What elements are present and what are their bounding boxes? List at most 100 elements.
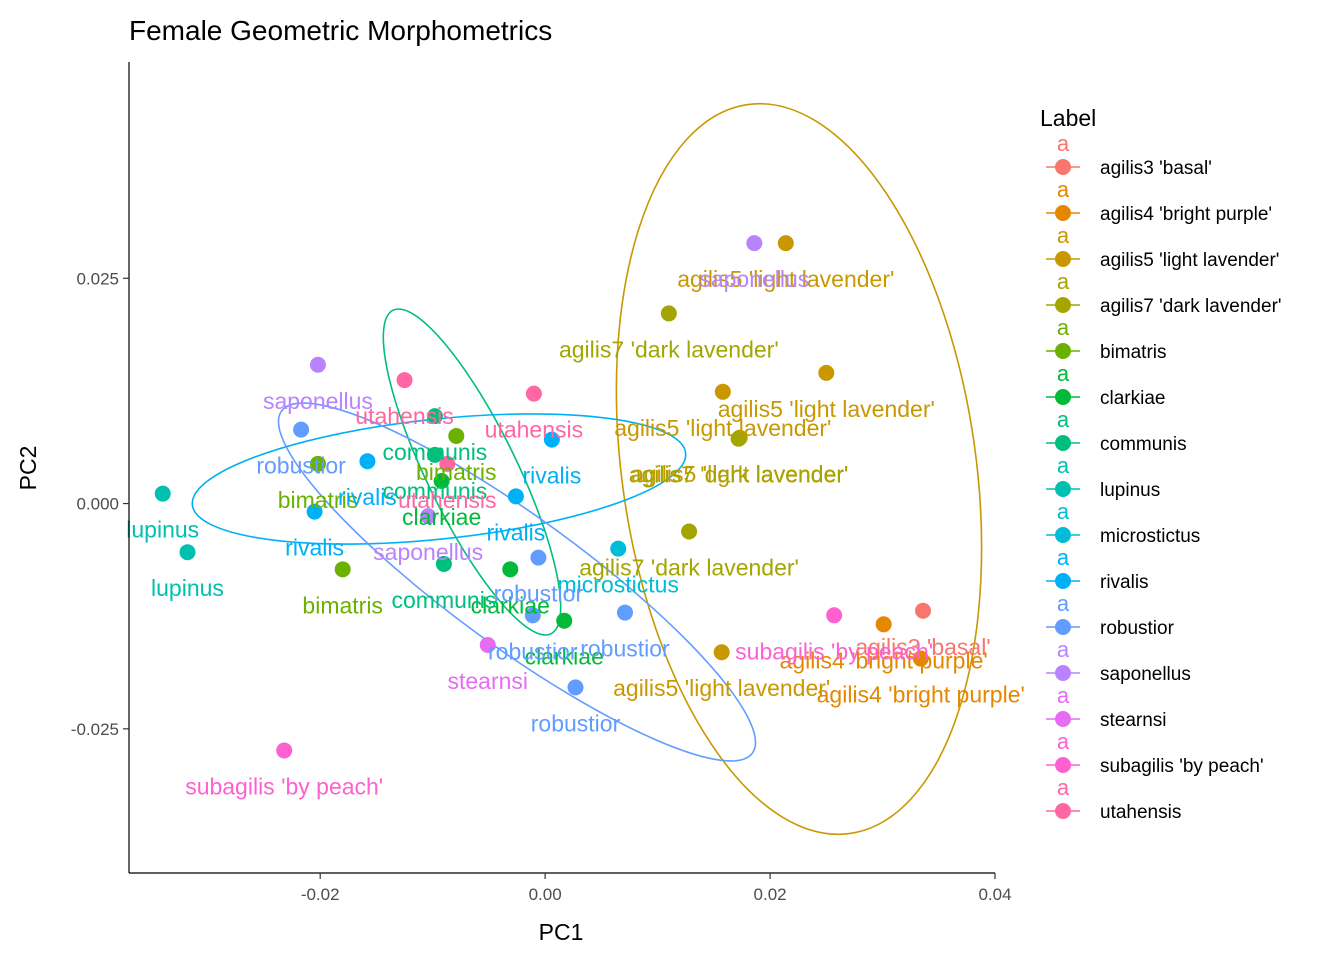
legend-item: a agilis5 'light lavender' (1046, 223, 1279, 271)
legend-glyph: a (1057, 775, 1070, 800)
legend-label: agilis4 'bright purple' (1100, 204, 1272, 225)
legend-point (1055, 803, 1071, 819)
legend-point (1055, 711, 1071, 727)
x-tick-label: 0.02 (754, 885, 787, 904)
x-tick-label: 0.00 (529, 885, 562, 904)
data-point (714, 383, 731, 400)
legend-point (1055, 619, 1071, 635)
legend-item: a bimatris (1046, 315, 1167, 363)
data-point (507, 488, 524, 505)
point-label: agilis7 'dark lavender' (629, 462, 849, 488)
point-label: saponellus (373, 539, 483, 565)
data-point (567, 679, 584, 696)
chart-title: Female Geometric Morphometrics (129, 15, 552, 46)
axes: -0.02 0.00 0.02 0.04 -0.025 0.000 0.025 PC1 P… (15, 62, 1012, 945)
point-label: communis (392, 587, 497, 613)
data-point (826, 607, 843, 624)
legend-item: a agilis4 'bright purple' (1046, 177, 1272, 225)
point-label: agilis4 'bright purple' (780, 647, 988, 673)
legend-label: clarkiae (1100, 388, 1165, 409)
data-point (433, 473, 450, 490)
legend-glyph: a (1057, 407, 1070, 432)
legend-glyph: a (1057, 637, 1070, 662)
data-point (524, 607, 541, 624)
legend-glyph: a (1057, 269, 1070, 294)
point-label: clarkiae (471, 592, 550, 618)
x-tick-label: -0.02 (301, 885, 340, 904)
legend-label: agilis5 'light lavender' (1100, 250, 1279, 271)
legend-point (1055, 435, 1071, 451)
point-label: microstictus (558, 572, 679, 598)
point-label: robustior (494, 581, 584, 607)
data-point (525, 385, 542, 402)
legend-label: communis (1100, 434, 1187, 455)
y-tick-label: 0.025 (76, 269, 119, 288)
legend-label: agilis7 'dark lavender' (1100, 296, 1282, 317)
ellipse-communis (382, 308, 562, 636)
data-point (915, 602, 932, 619)
point-label: utahensis (485, 417, 583, 443)
legend-item: a microstictus (1046, 499, 1200, 547)
legend-item: a agilis7 'dark lavender' (1046, 269, 1282, 317)
data-point (746, 235, 763, 252)
legend-glyph: a (1057, 683, 1070, 708)
y-axis-title: PC2 (15, 446, 41, 491)
data-point (543, 431, 560, 448)
confidence-ellipses (191, 102, 983, 836)
point-label: lupinus (126, 517, 199, 543)
legend-label: stearnsi (1100, 710, 1167, 731)
ellipse-agilis5-light-lavender (615, 102, 983, 836)
data-point (420, 508, 437, 525)
point-label: subagilis 'by peach' (735, 638, 933, 664)
data-point (713, 644, 730, 661)
point-label: bimatris (302, 592, 383, 618)
data-point (660, 305, 677, 322)
data-point (396, 372, 413, 389)
y-tick-label: -0.025 (71, 720, 119, 739)
data-point (818, 364, 835, 381)
legend-label: lupinus (1100, 480, 1160, 501)
legend-glyph: a (1057, 499, 1070, 524)
point-label: utahensis (355, 403, 453, 429)
data-point (426, 408, 443, 425)
point-label: clarkiae (525, 644, 604, 670)
legend-item: a robustior (1046, 591, 1175, 639)
legend-glyph: a (1057, 453, 1070, 478)
point-label: stearnsi (447, 668, 528, 694)
point-label: robustior (580, 636, 670, 662)
point-label: agilis3 'basal' (855, 634, 990, 660)
legend: Label a agilis3 'basal' a agilis4 'bright p… (1040, 105, 1282, 823)
legend-point (1055, 527, 1071, 543)
data-point (276, 742, 293, 759)
point-label: agilis5 'light lavender' (613, 675, 830, 701)
legend-glyph: a (1057, 131, 1070, 156)
data-point (681, 523, 698, 540)
point-label: agilis7 'dark lavender' (579, 554, 799, 580)
point-label: agilis5 'light lavender' (677, 266, 894, 292)
point-label: communis (383, 478, 488, 504)
legend-label: utahensis (1100, 802, 1181, 823)
legend-label: robustior (1100, 618, 1175, 639)
point-label: bimatris (278, 487, 359, 513)
point-label: communis (383, 439, 488, 465)
point-label: robustior (531, 710, 621, 736)
legend-label: saponellus (1100, 664, 1191, 685)
data-point (426, 446, 443, 463)
legend-label: subagilis 'by peach' (1100, 756, 1264, 777)
point-label: robustior (488, 638, 578, 664)
legend-point (1055, 297, 1071, 313)
legend-glyph: a (1057, 361, 1070, 386)
data-point (154, 485, 171, 502)
data-point (730, 430, 747, 447)
legend-point (1055, 205, 1071, 221)
legend-item: a communis (1046, 407, 1187, 455)
data-point (875, 616, 892, 633)
point-labels: agilis3 'basal'agilis4 'bright purple'ag… (126, 266, 1025, 799)
legend-point (1055, 757, 1071, 773)
legend-point (1055, 343, 1071, 359)
x-tick-label: 0.04 (978, 885, 1011, 904)
data-point (912, 650, 929, 667)
point-label: agilis5 'light lavender' (614, 415, 831, 441)
legend-glyph: a (1057, 177, 1070, 202)
